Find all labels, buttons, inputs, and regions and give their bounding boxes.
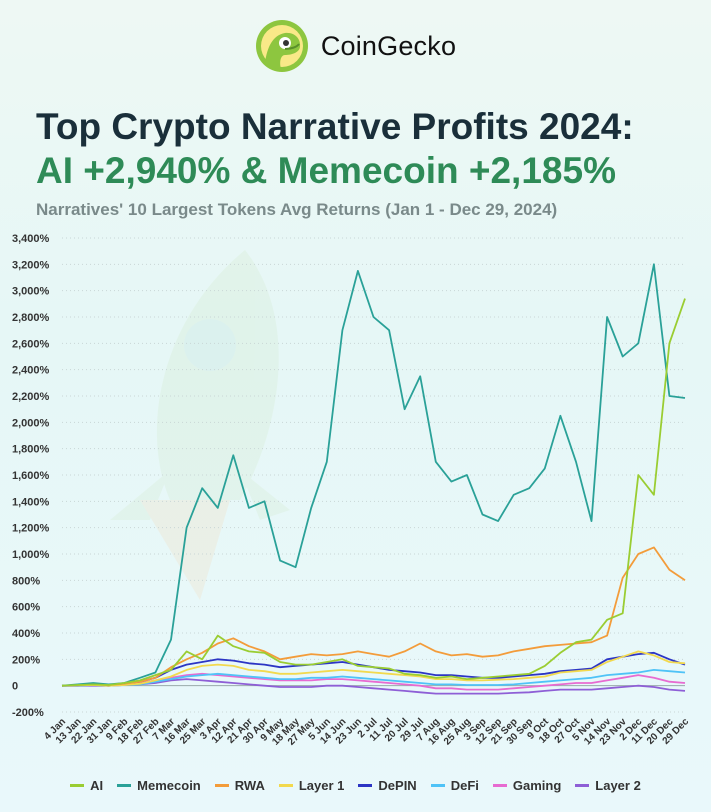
y-tick-label: 2,600% — [12, 338, 50, 350]
legend-label: AI — [90, 778, 104, 793]
legend-item-layer-1: Layer 1 — [278, 778, 345, 793]
legend-label: Gaming — [512, 778, 562, 793]
legend-swatch — [575, 784, 590, 787]
y-axis: -200% 0 200% 400% 600% 800% 1,000% 1,200% 1,400%… — [12, 233, 50, 719]
y-tick-label: 2,800% — [12, 312, 50, 324]
y-tick-label: 1,400% — [12, 496, 50, 508]
y-tick-label: 800% — [12, 575, 40, 587]
legend-swatch — [70, 784, 85, 787]
series-line-memecoin — [61, 263, 686, 687]
chart-grid — [62, 237, 685, 713]
legend-swatch — [358, 784, 373, 787]
y-tick-label: 2,200% — [12, 391, 50, 403]
legend-label: DePIN — [378, 778, 417, 793]
series-line-defi — [62, 669, 686, 687]
y-tick-label: 1,600% — [12, 470, 50, 482]
legend-swatch — [117, 784, 132, 787]
series-line-layer-1 — [61, 650, 686, 687]
legend-item-gaming: Gaming — [492, 778, 562, 793]
y-tick-label: 2,000% — [12, 417, 50, 429]
series-line-rwa — [61, 546, 686, 687]
y-tick-label: 3,200% — [12, 259, 50, 271]
legend-label: Layer 2 — [595, 778, 641, 793]
legend-item-defi: DeFi — [430, 778, 479, 793]
legend-swatch — [492, 784, 507, 787]
y-tick-label: 0 — [12, 681, 18, 693]
chart-subtitle: Narratives' 10 Largest Tokens Avg Return… — [36, 200, 558, 219]
brand-name: CoinGecko — [320, 30, 457, 61]
legend-item-ai: AI — [70, 778, 103, 793]
legend-label: DeFi — [450, 778, 479, 793]
y-tick-label: 400% — [12, 628, 40, 640]
y-tick-label: 3,400% — [12, 233, 50, 245]
y-tick-label: 200% — [12, 654, 40, 666]
series-line-ai — [61, 298, 686, 687]
y-tick-label: 1,200% — [12, 523, 50, 535]
legend-swatch — [214, 784, 229, 787]
y-tick-label: 2,400% — [12, 365, 50, 377]
y-tick-label: 1,000% — [12, 549, 50, 561]
title-line-1: Top Crypto Narrative Profits 2024: — [36, 106, 634, 147]
chart-legend: AI Memecoin RWA Layer 1 DePIN DeFi Gaming Layer… — [0, 778, 711, 793]
y-tick-label: -200% — [12, 707, 44, 719]
legend-item-memecoin: Memecoin — [117, 778, 201, 793]
y-tick-label: 1,800% — [12, 444, 50, 456]
legend-item-depin: DePIN — [358, 778, 417, 793]
rocket-watermark — [110, 250, 290, 600]
gecko-logo-icon — [255, 20, 308, 72]
chart-series — [61, 263, 686, 695]
legend-swatch — [430, 784, 445, 787]
title-line-2: AI +2,940% & Memecoin +2,185% — [36, 150, 616, 191]
legend-label: Memecoin — [137, 778, 201, 793]
legend-swatch — [278, 784, 293, 787]
legend-label: Layer 1 — [298, 778, 345, 793]
legend-item-layer-2: Layer 2 — [575, 778, 641, 793]
y-tick-label: 3,000% — [12, 286, 50, 298]
brand-header: CoinGecko — [0, 18, 711, 74]
series-line-layer-2 — [62, 678, 686, 695]
legend-item-rwa: RWA — [214, 778, 265, 793]
legend-label: RWA — [234, 778, 265, 793]
y-tick-label: 600% — [12, 602, 40, 614]
